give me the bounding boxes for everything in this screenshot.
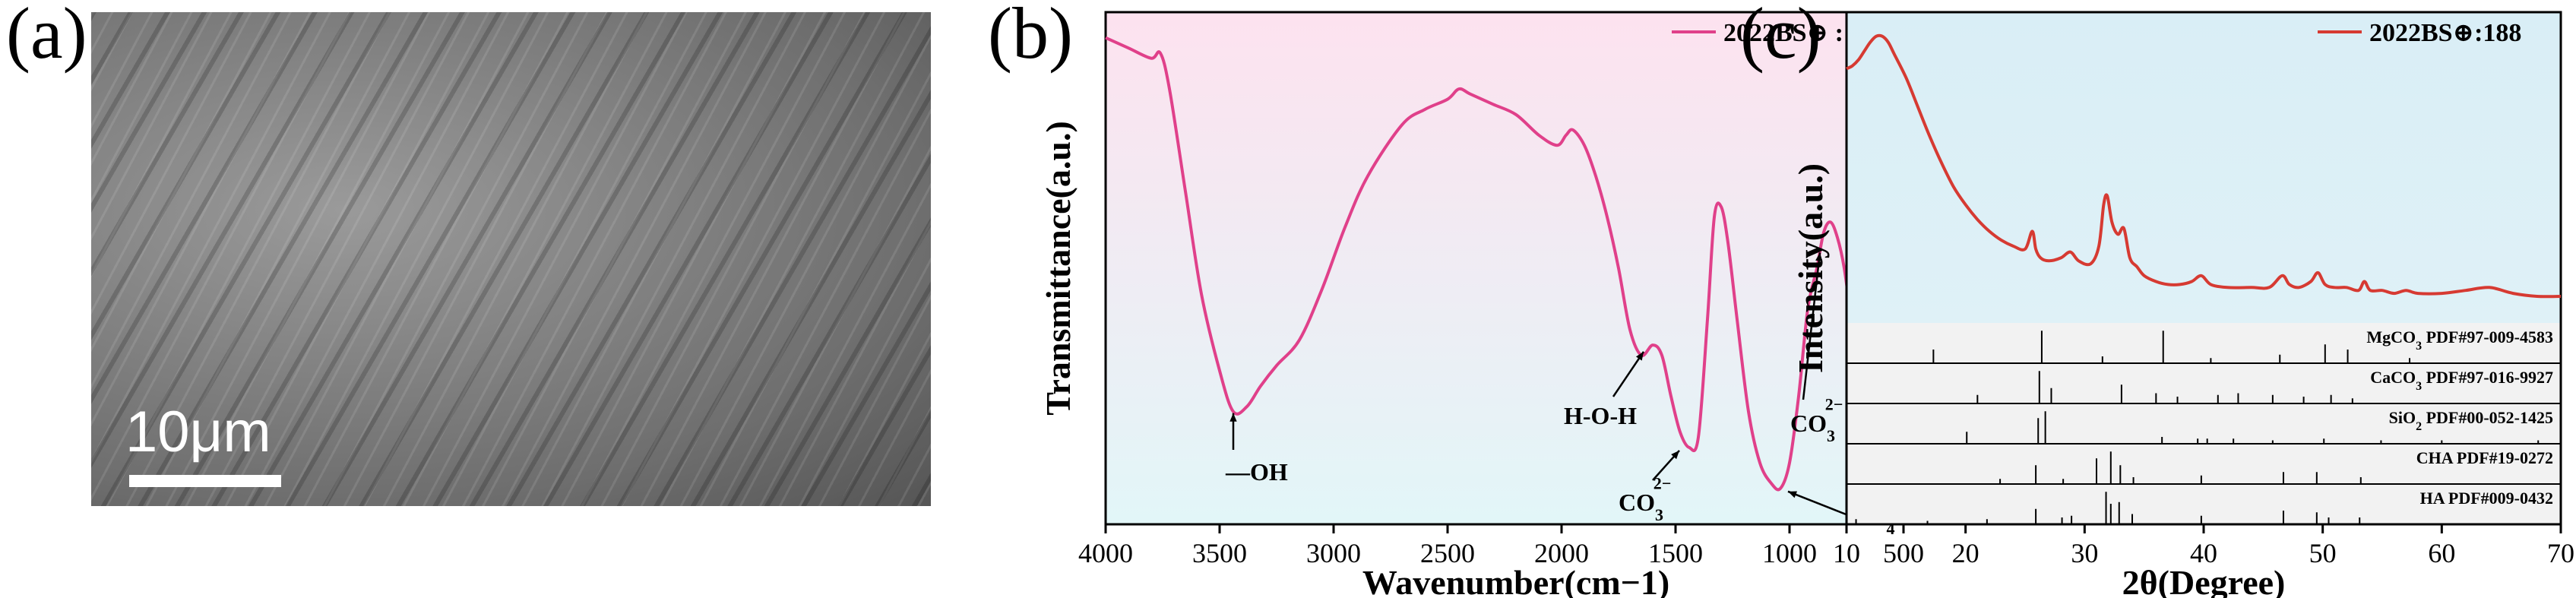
scale-bar <box>129 475 281 487</box>
ftir-series-line <box>1105 36 1928 492</box>
ftir-annotation-0: —OH <box>1225 458 1288 486</box>
ftir-x-tick-label: 1500 <box>1648 538 1703 568</box>
ftir-x-axis-label: Wavenumber(cm−1) <box>1362 563 1669 598</box>
xrd-x-tick-label: 10 <box>1833 538 1860 568</box>
ftir-annotation-arrowhead <box>1635 351 1644 361</box>
panel-c-label: (c) <box>1740 0 1821 74</box>
xrd-x-tick-label: 30 <box>2071 538 2098 568</box>
panel-b-label: (b) <box>988 0 1073 74</box>
xrd-reference-label: MgCO3 PDF#97-009-4583 <box>2366 327 2553 353</box>
ftir-y-axis-label: Transmittance(a.u.) <box>1039 121 1078 416</box>
xrd-legend-label: 2022BS⊕:188 <box>2369 19 2521 47</box>
xrd-reference-label: CHA PDF#19-0272 <box>2416 448 2553 467</box>
ftir-annotation-arrow <box>1802 252 1821 400</box>
xrd-x-tick-label: 20 <box>1952 538 1979 568</box>
panel-a-label: (a) <box>6 0 87 74</box>
xrd-x-tick-label: 40 <box>2190 538 2217 568</box>
ftir-x-tick-label: 1000 <box>1762 538 1817 568</box>
ftir-annotation-arrowhead <box>1671 450 1679 460</box>
xrd-reference-area <box>1847 323 2561 524</box>
xrd-reference-label: SiO2 PDF#00-052-1425 <box>2389 408 2553 433</box>
ftir-x-tick-label: 500 <box>1883 538 1924 568</box>
xrd-reference-label: CaCO3 PDF#97-016-9927 <box>2370 368 2553 393</box>
xrd-reference-label: HA PDF#009-0432 <box>2420 489 2553 508</box>
sem-micrograph <box>91 12 931 506</box>
ftir-annotation-4: CO32− <box>1790 394 1843 445</box>
xrd-x-tick-label: 70 <box>2547 538 2574 568</box>
ftir-annotation-arrowhead <box>1229 413 1237 422</box>
xrd-x-axis-label: 2θ(Degree) <box>2122 563 2286 598</box>
xrd-x-tick-label: 50 <box>2309 538 2337 568</box>
xrd-series-line <box>1846 33 2562 299</box>
ftir-x-tick-label: 2000 <box>1534 538 1589 568</box>
xrd-y-axis-label: Intensity(a.u.) <box>1791 163 1830 373</box>
xrd-x-tick-label: 60 <box>2428 538 2455 568</box>
ftir-annotation-arrowhead <box>1788 491 1797 498</box>
ftir-annotation-1: H-O-H <box>1564 402 1637 429</box>
scale-bar-label: 10μm <box>125 400 271 464</box>
ftir-x-tick-label: 2500 <box>1420 538 1475 568</box>
ftir-annotation-2: CO32− <box>1619 473 1671 524</box>
ftir-x-tick-label: 3000 <box>1306 538 1361 568</box>
xrd-main-area <box>1847 12 2561 323</box>
ftir-x-tick-label: 3500 <box>1192 538 1247 568</box>
ftir-annotation-arrowhead <box>1815 252 1823 261</box>
ftir-plot-area <box>1104 11 1928 526</box>
ftir-annotation-arrow <box>1612 351 1645 397</box>
ftir-annotation-arrow <box>1787 490 1849 517</box>
ftir-x-tick-label: 4000 <box>1078 538 1133 568</box>
